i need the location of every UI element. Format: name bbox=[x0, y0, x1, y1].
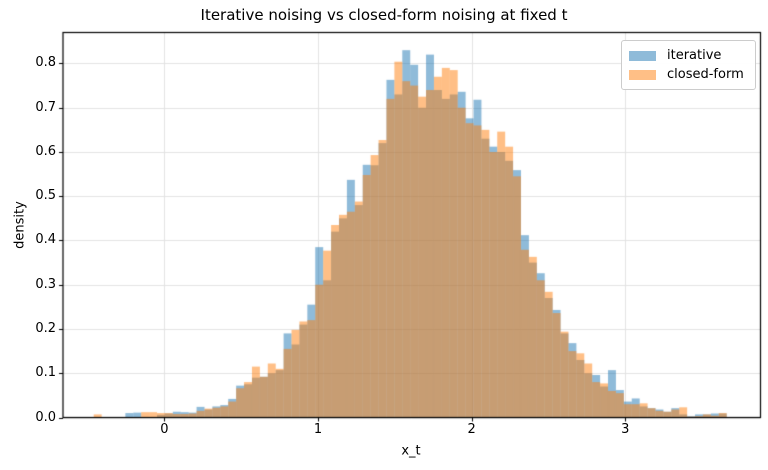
x-tick-label: 1 bbox=[313, 422, 323, 437]
y-tick-label: 0.6 bbox=[35, 143, 56, 159]
y-tick-label: 0.5 bbox=[35, 188, 56, 204]
legend: iterative closed-form bbox=[621, 40, 756, 90]
x-tick-label: 2 bbox=[467, 422, 476, 437]
iterative-swatch-icon bbox=[629, 50, 656, 61]
y-tick-label: 0.3 bbox=[35, 276, 56, 292]
closed-form-swatch-icon bbox=[629, 69, 656, 80]
y-tick-label: 0.4 bbox=[35, 232, 56, 248]
y-tick-label: 0.8 bbox=[35, 55, 56, 71]
y-tick-label: 0.1 bbox=[35, 365, 56, 381]
x-axis-label: x_t bbox=[401, 443, 421, 459]
x-tick-label: 3 bbox=[621, 422, 630, 437]
x-tick-label: 0 bbox=[160, 422, 169, 437]
chart-title: Iterative noising vs closed-form noising… bbox=[200, 6, 568, 24]
legend-label: iterative bbox=[667, 48, 722, 63]
y-tick-label: 0.2 bbox=[35, 320, 56, 336]
y-tick-label: 0.0 bbox=[35, 409, 56, 425]
legend-item-iterative: iterative bbox=[629, 46, 747, 65]
legend-label: closed-form bbox=[667, 67, 744, 82]
legend-item-closed-form: closed-form bbox=[629, 65, 747, 84]
y-tick-label: 0.7 bbox=[35, 99, 56, 115]
